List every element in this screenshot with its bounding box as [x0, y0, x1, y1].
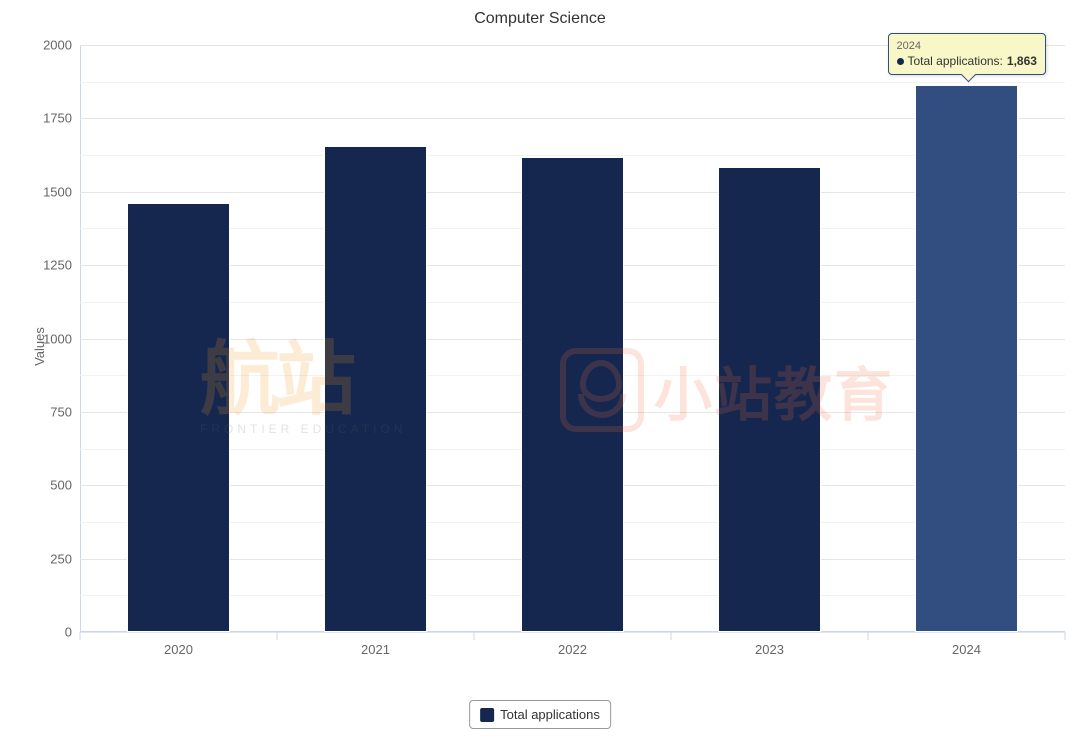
x-tick-mark: [671, 632, 672, 640]
plot-area: 0250500750100012501500175020002020202120…: [80, 45, 1065, 632]
x-tick-mark: [277, 632, 278, 640]
y-tick-label: 750: [50, 404, 80, 419]
y-tick-label: 500: [50, 478, 80, 493]
y-axis-title: Values: [32, 327, 47, 366]
legend[interactable]: Total applications: [469, 700, 611, 729]
tooltip-value: 1,863: [1007, 54, 1037, 68]
tooltip: 2024 Total applications: 1,863: [888, 33, 1046, 75]
x-tick-label: 2023: [755, 632, 784, 657]
tooltip-series-label: Total applications:: [908, 54, 1003, 68]
x-tick-mark: [80, 632, 81, 640]
legend-swatch: [480, 708, 494, 722]
chart-title: Computer Science: [0, 10, 1080, 28]
x-tick-label: 2020: [164, 632, 193, 657]
chart-container: Computer Science 02505007501000125015001…: [0, 0, 1080, 742]
bar-2024[interactable]: [915, 85, 1017, 632]
y-tick-label: 1750: [43, 111, 80, 126]
legend-label: Total applications: [500, 707, 600, 722]
y-tick-label: 2000: [43, 38, 80, 53]
x-tick-label: 2022: [558, 632, 587, 657]
bar-2023[interactable]: [718, 167, 820, 632]
y-tick-label: 1250: [43, 258, 80, 273]
y-tick-label: 1500: [43, 184, 80, 199]
y-tick-label: 1000: [43, 331, 80, 346]
x-tick-label: 2024: [952, 632, 981, 657]
y-tick-label: 250: [50, 551, 80, 566]
bar-2022[interactable]: [521, 157, 623, 632]
y-tick-label: 0: [65, 625, 80, 640]
bar-2021[interactable]: [324, 146, 426, 632]
gridline-minor: [80, 82, 1065, 83]
x-tick-mark: [1065, 632, 1066, 640]
tooltip-dot-icon: [897, 58, 904, 65]
x-tick-mark: [474, 632, 475, 640]
tooltip-header: 2024: [897, 40, 1037, 52]
x-tick-label: 2021: [361, 632, 390, 657]
x-tick-mark: [868, 632, 869, 640]
bar-2020[interactable]: [127, 203, 229, 632]
